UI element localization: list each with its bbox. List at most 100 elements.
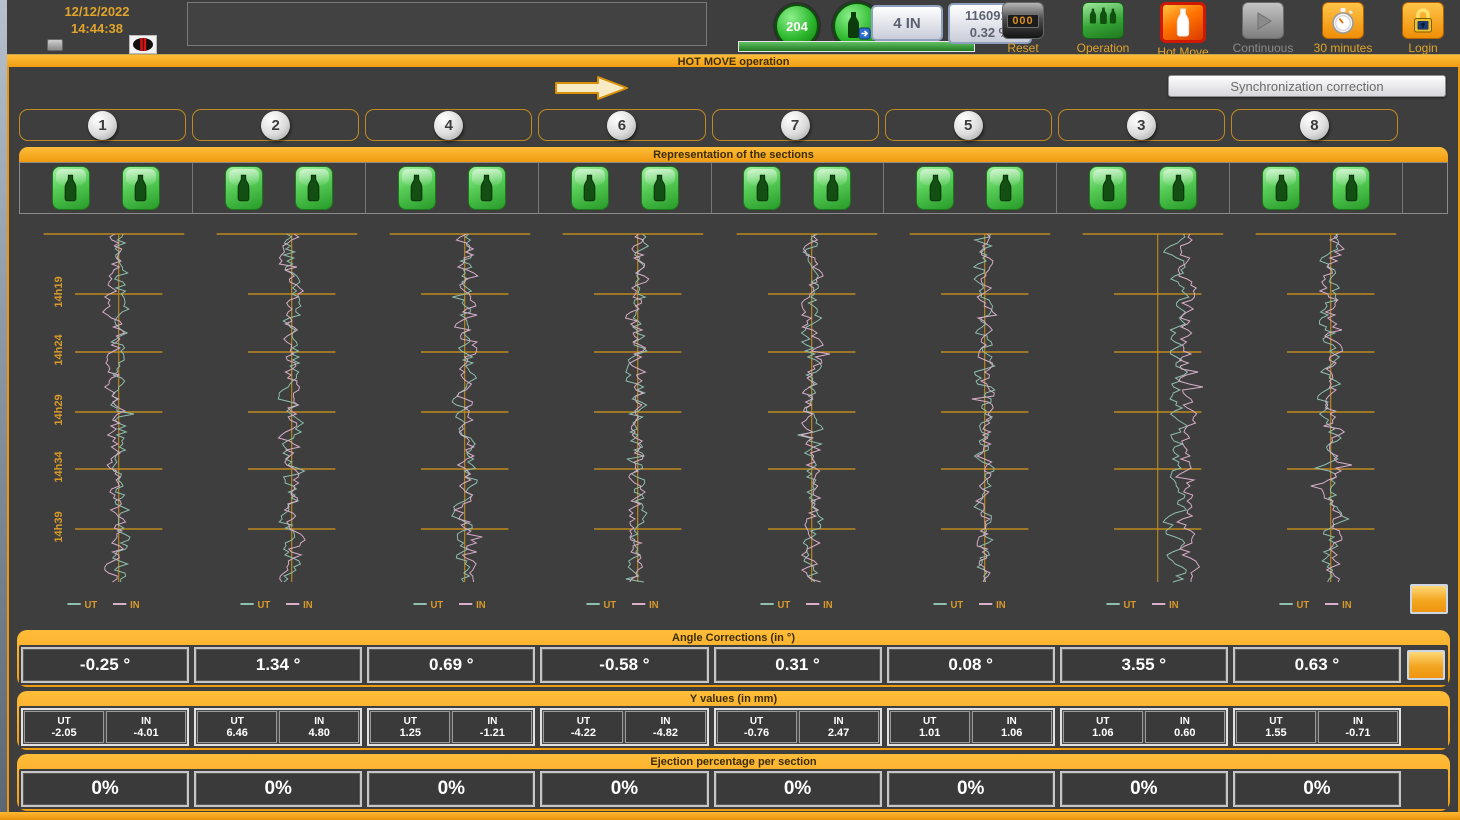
y-value-number: 1.06	[1092, 726, 1114, 739]
y-value-number: -4.01	[133, 726, 159, 739]
bottle-status-icon[interactable]	[813, 166, 852, 210]
bottle-status-icon[interactable]	[121, 166, 160, 210]
progress-bar	[738, 41, 975, 52]
sections-header-row: 1 2 4 6 7 5 3 8	[19, 109, 1448, 141]
svg-text:IN: IN	[476, 600, 485, 611]
y-value-label: UT	[403, 715, 417, 727]
stopwatch-icon	[1322, 2, 1364, 39]
section-number-badge[interactable]: 5	[953, 110, 983, 140]
main-panel: Synchronization correction 1 2 4 6 7 5 3 8 Repr…	[7, 67, 1460, 812]
top-bar: 12/12/2022 14:44:38 204 4 IN 1160919 0.3…	[7, 0, 1460, 59]
bottle-status-icon[interactable]	[1262, 166, 1301, 210]
toolbar-30-minutes-label: 30 minutes	[1313, 41, 1373, 55]
section-number-badge[interactable]: 1	[88, 110, 118, 140]
mode-button[interactable]: 4 IN	[871, 5, 943, 41]
time-axis-label: 14h24	[53, 334, 65, 366]
bottle-status-icon[interactable]	[916, 166, 955, 210]
section-number-badge[interactable]: 2	[261, 110, 291, 140]
y-value-in-cell: IN 1.06	[971, 711, 1052, 743]
ejection-percentage-value: 0%	[1232, 771, 1401, 807]
ejection-block: Ejection percentage per section 0% 0% 0% 0%…	[17, 754, 1450, 811]
section-status-cell	[1057, 163, 1231, 213]
angle-correction-value: -0.25 °	[21, 647, 190, 683]
bottle-status-icon[interactable]	[224, 166, 263, 210]
bottle-status-icon[interactable]	[1089, 166, 1128, 210]
bottle-status-icon[interactable]	[294, 166, 333, 210]
bottle-status-icon[interactable]	[986, 166, 1025, 210]
section-number-badge[interactable]: 4	[434, 110, 464, 140]
machine-mini-icon	[47, 39, 63, 51]
padlock-icon	[1402, 2, 1444, 39]
svg-text:UT: UT	[85, 600, 98, 611]
y-value-label: IN	[1006, 715, 1017, 727]
y-value-group: UT 1.55 IN -0.71	[1232, 708, 1401, 746]
svg-text:UT: UT	[1123, 600, 1136, 611]
time-axis-label: 14h29	[53, 394, 65, 426]
y-value-label: IN	[141, 715, 152, 727]
y-value-group: UT 1.06 IN 0.60	[1059, 708, 1228, 746]
svg-text:IN: IN	[996, 600, 1005, 611]
ejection-percentage-value: 0%	[713, 771, 882, 807]
y-value-label: UT	[1269, 715, 1283, 727]
section-number-badge[interactable]: 6	[607, 110, 637, 140]
trend-charts-area: UT IN UT IN UT IN UT IN UT IN UT IN UT IN UT IN 14h19 14…	[19, 216, 1448, 626]
window-bottom-edge	[0, 812, 1460, 820]
section-number-badge[interactable]: 3	[1126, 110, 1156, 140]
section-header-box: 1	[19, 109, 187, 141]
bottle-status-icon[interactable]	[51, 166, 90, 210]
ejection-spacer	[1406, 771, 1446, 807]
y-value-number: 6.46	[226, 726, 248, 739]
hot-bottle-icon	[1160, 2, 1206, 43]
y-value-group: UT -4.22 IN -4.82	[540, 708, 709, 746]
toolbar-login-label: Login	[1408, 41, 1438, 55]
svg-text:UT: UT	[604, 600, 617, 611]
svg-text:IN: IN	[130, 600, 139, 611]
section-status-spacer	[1403, 163, 1447, 213]
bottle-status-icon[interactable]	[1159, 166, 1198, 210]
toolbar-hot-move-button[interactable]: Hot Move	[1143, 2, 1223, 59]
toolbar-reset-button[interactable]: 000 Reset	[983, 2, 1063, 59]
section-status-cell	[539, 163, 712, 213]
y-value-number: -0.76	[743, 726, 770, 739]
y-values-spacer	[1406, 708, 1446, 746]
time-axis-label: 14h19	[53, 276, 65, 308]
section-status-row	[19, 162, 1448, 214]
y-value-in-cell: IN -4.01	[106, 711, 187, 743]
bottle-status-icon[interactable]	[743, 166, 782, 210]
y-value-ut-cell: UT 1.06	[1062, 711, 1143, 743]
bottle-status-icon[interactable]	[570, 166, 609, 210]
charts-options-button[interactable]	[1410, 584, 1448, 614]
y-value-label: UT	[922, 715, 937, 727]
angle-corrections-block: Angle Corrections (in °) -0.25 ° 1.34 ° 0.…	[17, 630, 1450, 687]
toolbar-operation-button[interactable]: Operation	[1063, 2, 1143, 59]
datetime-display: 12/12/2022 14:44:38	[35, 3, 159, 37]
svg-text:IN: IN	[823, 600, 832, 611]
section-status-cell	[1230, 163, 1403, 213]
y-value-number: 1.06	[1001, 726, 1023, 739]
y-value-label: IN	[487, 715, 498, 727]
section-header-box: 4	[365, 109, 533, 141]
y-value-in-cell: IN -1.21	[452, 711, 533, 743]
section-status-cell	[193, 163, 366, 213]
y-value-number: -1.21	[479, 726, 505, 739]
angle-options-button[interactable]	[1407, 650, 1445, 680]
bottle-status-icon[interactable]	[640, 166, 679, 210]
section-header-box: 8	[1230, 109, 1398, 141]
toolbar-login-button[interactable]: Login	[1383, 2, 1460, 59]
toolbar-continuous-button: Continuous	[1223, 2, 1303, 59]
bottle-status-icon[interactable]	[467, 166, 506, 210]
y-values-title: Y values (in mm)	[689, 692, 778, 705]
bottle-status-icon[interactable]	[1332, 166, 1371, 210]
y-value-label: UT	[576, 715, 591, 727]
angle-correction-value: 0.69 °	[367, 647, 536, 683]
section-number-badge[interactable]: 7	[780, 110, 810, 140]
toolbar-30-minutes-button[interactable]: 30 minutes	[1303, 2, 1383, 59]
synchronization-correction-button[interactable]: Synchronization correction	[1168, 75, 1446, 97]
section-header-box: 3	[1057, 109, 1225, 141]
section-number-badge[interactable]: 8	[1299, 110, 1329, 140]
y-value-number: 0.60	[1174, 726, 1196, 739]
y-value-group: UT -0.76 IN 2.47	[713, 708, 882, 746]
bottle-status-icon[interactable]	[397, 166, 436, 210]
y-value-group: UT 1.01 IN 1.06	[886, 708, 1055, 746]
alarm-message-box	[187, 2, 707, 46]
